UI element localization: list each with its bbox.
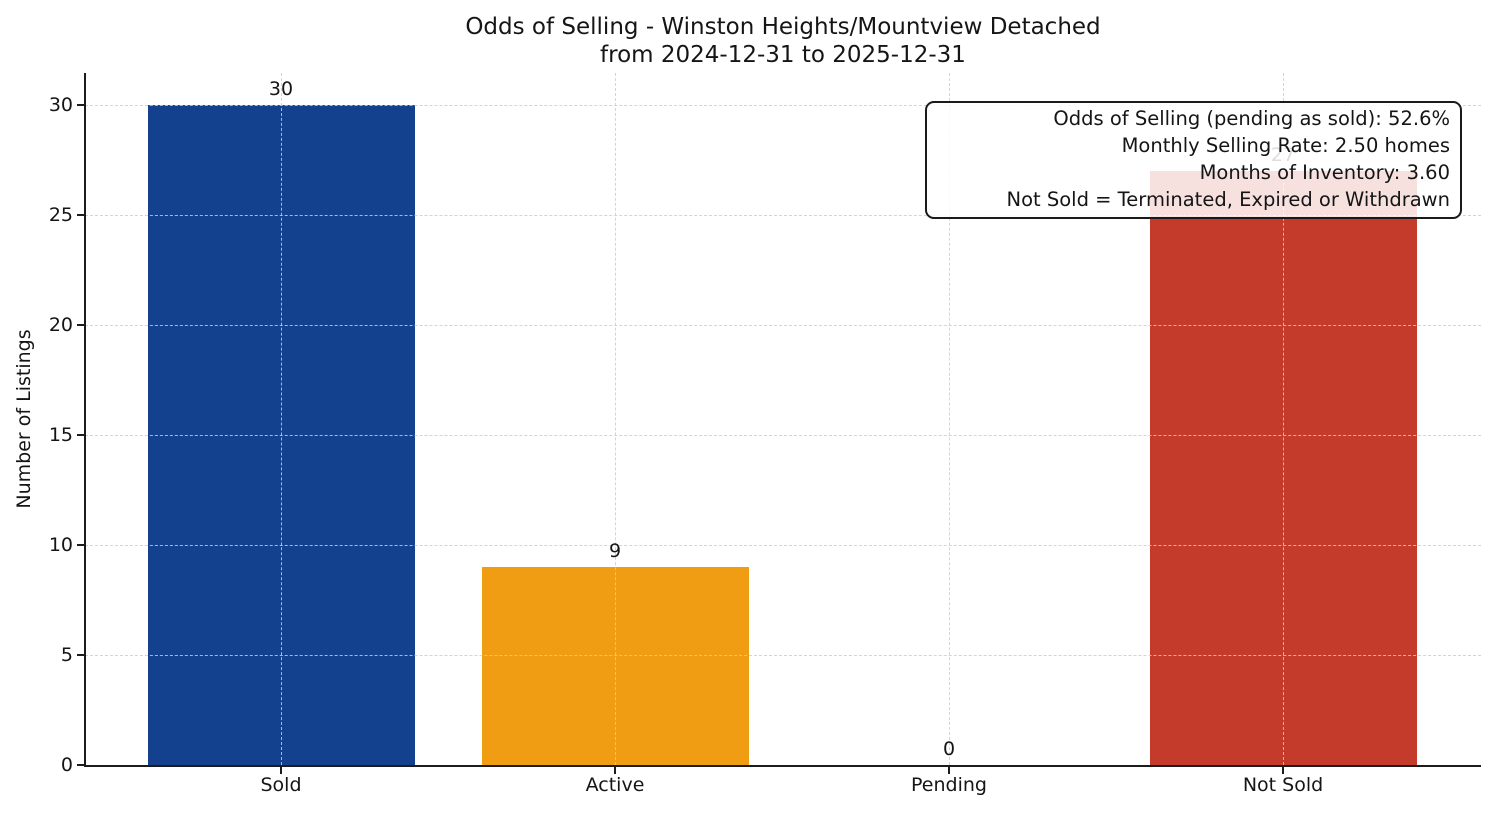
y-gridline bbox=[85, 654, 1481, 656]
bar-value-label-pending: 0 bbox=[942, 738, 956, 760]
bottom-spine bbox=[84, 765, 1481, 767]
chart-title-line1: Odds of Selling - Winston Heights/Mountv… bbox=[465, 14, 1101, 40]
x-gridline bbox=[948, 73, 950, 765]
y-tick-label: 0 bbox=[60, 754, 73, 776]
x-gridline bbox=[1282, 73, 1284, 765]
y-tick-mark bbox=[77, 214, 85, 216]
x-tick-label-active: Active bbox=[585, 774, 645, 796]
x-gridline bbox=[614, 73, 616, 765]
y-tick-label: 25 bbox=[48, 204, 73, 226]
y-tick-mark bbox=[77, 544, 85, 546]
y-tick-label: 20 bbox=[48, 314, 73, 336]
x-tick-label-not-sold: Not Sold bbox=[1242, 774, 1324, 796]
y-gridline bbox=[85, 544, 1481, 546]
y-tick-label: 5 bbox=[60, 644, 73, 666]
y-tick-mark bbox=[77, 434, 85, 436]
y-tick-label: 10 bbox=[48, 534, 73, 556]
x-tick-mark bbox=[1282, 767, 1284, 774]
x-tick-label-sold: Sold bbox=[260, 774, 302, 796]
chart-title: Odds of Selling - Winston Heights/Mountv… bbox=[85, 13, 1481, 69]
y-tick-mark bbox=[77, 764, 85, 766]
y-tick-mark bbox=[77, 324, 85, 326]
bar-value-label-sold: 30 bbox=[268, 78, 294, 100]
y-tick-label: 30 bbox=[48, 94, 73, 116]
annotation-not-sold-definition: Not Sold = Terminated, Expired or Withdr… bbox=[1006, 188, 1450, 211]
chart-title-line2: from 2024-12-31 to 2025-12-31 bbox=[600, 42, 966, 68]
y-gridline bbox=[85, 104, 1481, 106]
y-tick-mark bbox=[77, 654, 85, 656]
y-tick-mark bbox=[77, 104, 85, 106]
annotation-odds-of-selling: Odds of Selling (pending as sold): 52.6% bbox=[1053, 107, 1450, 130]
x-tick-mark bbox=[614, 767, 616, 774]
x-tick-mark bbox=[280, 767, 282, 774]
y-tick-label: 15 bbox=[48, 424, 73, 446]
left-spine bbox=[84, 73, 86, 767]
y-gridline bbox=[85, 434, 1481, 436]
annotation-monthly-selling-rate: Monthly Selling Rate: 2.50 homes bbox=[1121, 134, 1450, 157]
x-gridline bbox=[280, 73, 282, 765]
stats-annotation-box: Odds of Selling (pending as sold): 52.6%… bbox=[925, 101, 1462, 219]
annotation-months-of-inventory: Months of Inventory: 3.60 bbox=[1199, 161, 1450, 184]
y-gridline bbox=[85, 324, 1481, 326]
x-tick-label-pending: Pending bbox=[911, 774, 987, 796]
y-gridline bbox=[85, 214, 1481, 216]
bar-value-label-active: 9 bbox=[608, 540, 622, 562]
x-tick-mark bbox=[948, 767, 950, 774]
